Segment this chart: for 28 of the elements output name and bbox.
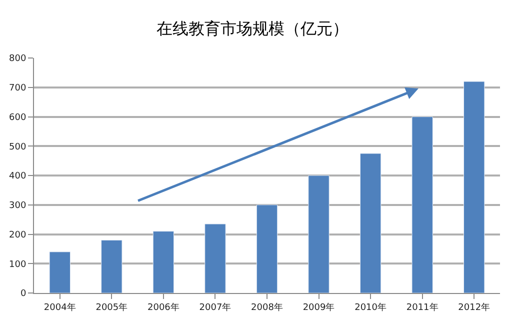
y-tick-label: 600 xyxy=(9,112,26,123)
bar xyxy=(412,116,433,293)
y-tick-label: 800 xyxy=(9,54,26,64)
x-tick-label: 2004年 xyxy=(44,302,76,313)
x-tick-label: 2010年 xyxy=(354,302,387,313)
x-tick-label: 2012年 xyxy=(458,302,490,313)
bar xyxy=(101,240,122,293)
bar xyxy=(204,224,226,293)
bar xyxy=(360,153,382,293)
x-tick-label: 2005年 xyxy=(96,302,128,313)
y-tick-label: 300 xyxy=(9,201,26,212)
bar xyxy=(308,175,330,293)
chart-title: 在线教育市场规模（亿元） xyxy=(156,18,348,38)
bar xyxy=(464,81,485,293)
y-tick-label: 500 xyxy=(9,142,26,152)
x-tick-label: 2009年 xyxy=(302,302,335,313)
y-tick-label: 200 xyxy=(9,230,26,240)
bar xyxy=(152,231,174,293)
x-tick-label: 2008年 xyxy=(251,302,283,313)
x-tick-label: 2011年 xyxy=(406,302,438,313)
bar xyxy=(256,204,278,293)
x-tick-label: 2006年 xyxy=(147,302,180,313)
x-tick-label: 2007年 xyxy=(199,302,232,313)
y-tick-label: 400 xyxy=(9,172,26,182)
y-tick-label: 0 xyxy=(20,289,26,300)
y-tick-label: 100 xyxy=(9,260,26,270)
y-tick-label: 700 xyxy=(9,84,26,94)
bar xyxy=(49,252,70,293)
